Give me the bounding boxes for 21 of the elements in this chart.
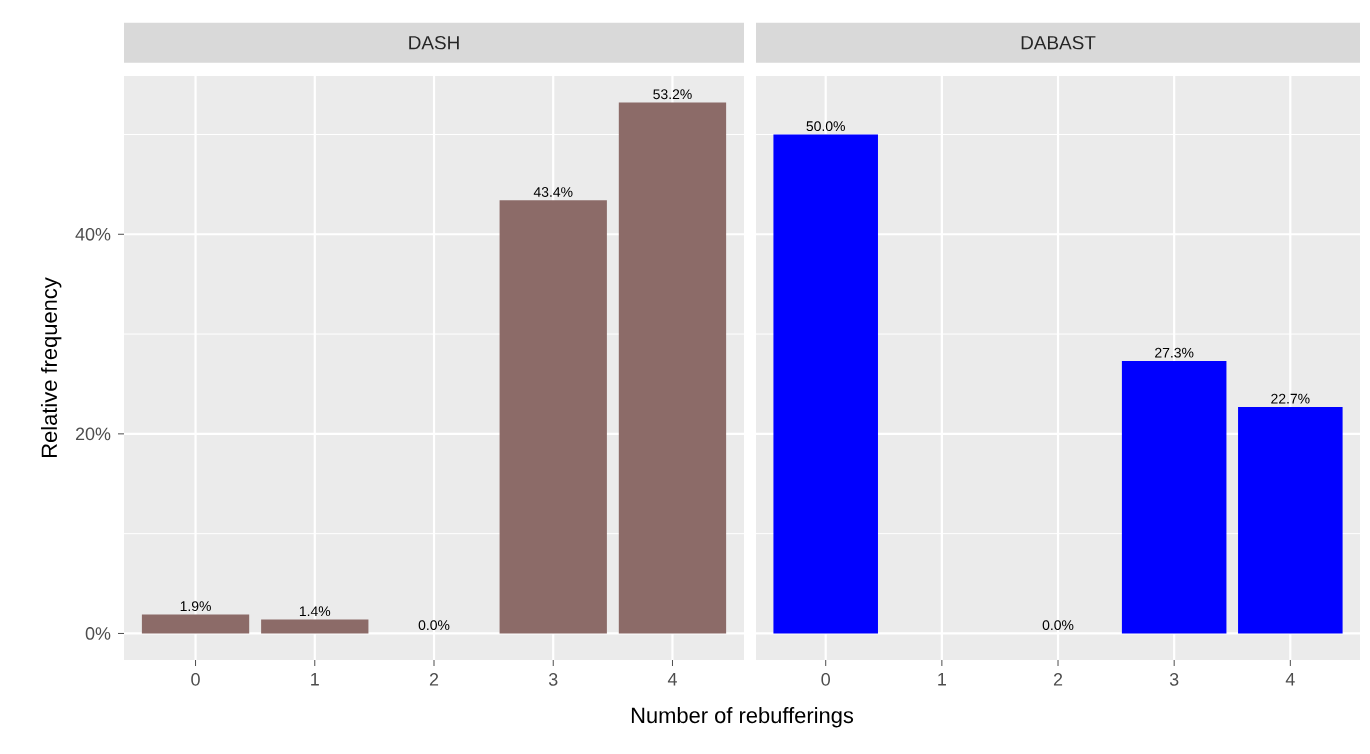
x-tick-label: 2 [1053,673,1063,686]
y-tick-label: 40% [75,227,111,241]
chart-title: DABAST [1021,35,1096,50]
x-axis-title: Number of rebufferings [631,707,854,728]
y-tick-label: 20% [75,427,111,441]
x-tick-label: 0 [821,673,830,686]
x-tick-label: 3 [548,673,558,686]
bar [618,102,727,634]
x-tick-label: 4 [1285,673,1295,686]
chart-title: DASH [409,35,459,50]
x-tick-label: 1 [938,673,946,686]
x-tick-label: 3 [1169,673,1179,686]
x-tick-label: 1 [311,673,319,686]
bar [261,619,369,634]
y-axis-title: Relative frequency [40,277,62,457]
x-tick-label: 2 [429,673,439,686]
x-tick-label: 0 [191,673,200,686]
bar [141,614,250,634]
bar [499,200,607,634]
y-tick-label: 0% [85,627,111,640]
x-tick-label: 4 [667,673,677,686]
